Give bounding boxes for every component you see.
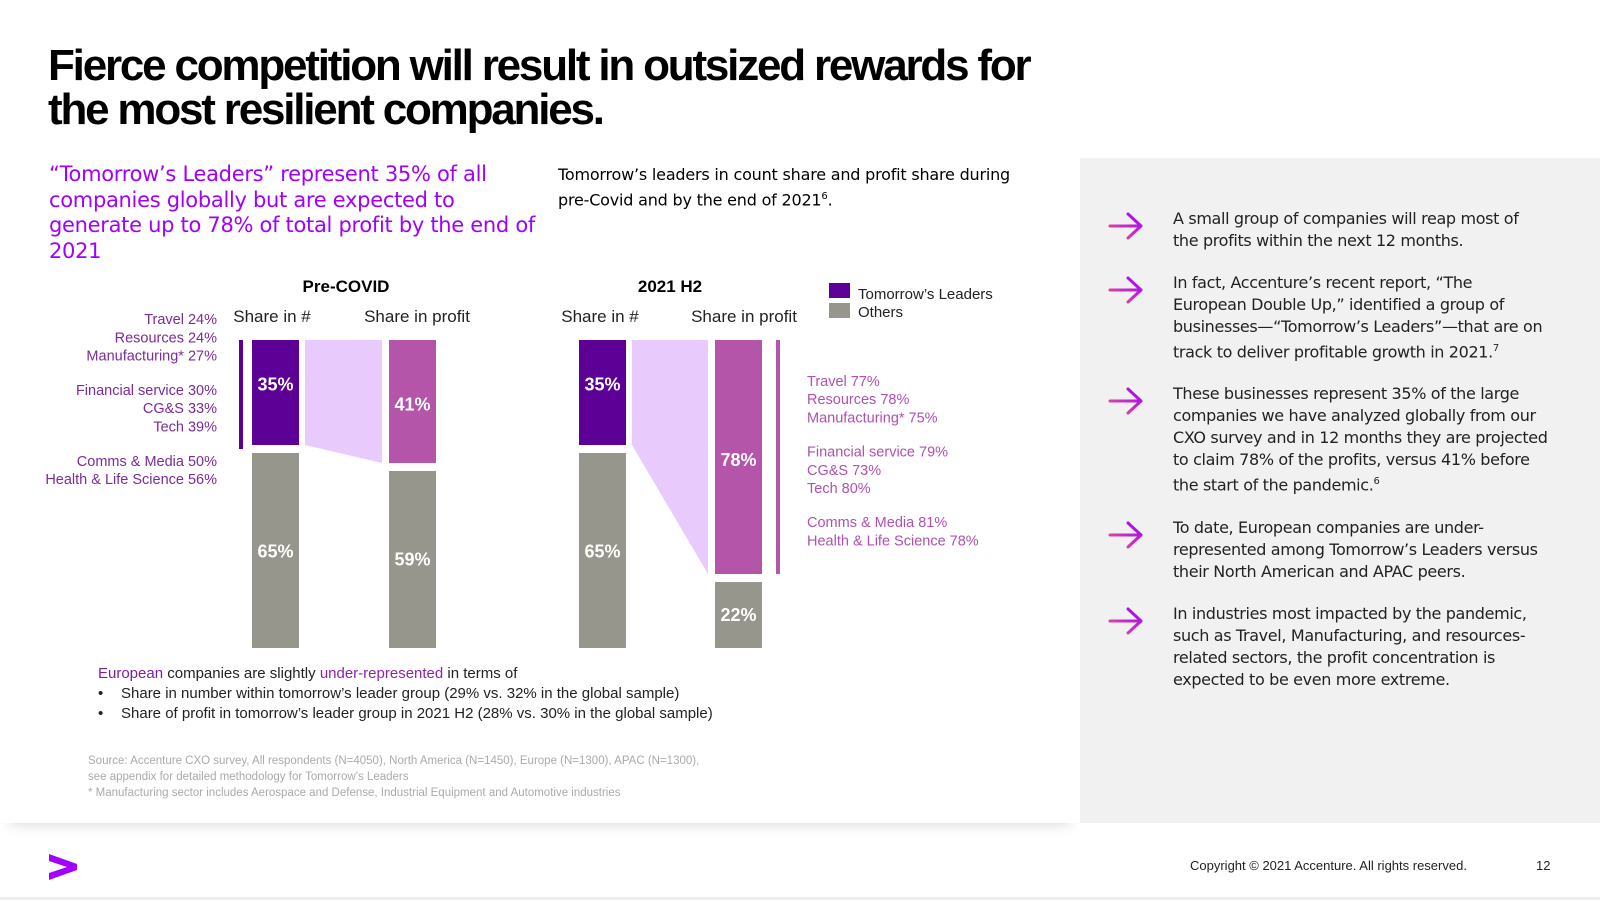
bar-label: 35% xyxy=(584,375,620,395)
bar-segment-others xyxy=(715,582,762,648)
key-point-text: These businesses represent 35% of the la… xyxy=(1173,384,1548,495)
bar-label: 41% xyxy=(394,395,430,415)
industry-label: Health & Life Science 56% xyxy=(45,472,217,488)
legend-swatch-others xyxy=(829,303,850,318)
category-label: Share in # xyxy=(561,307,639,326)
legend-label: Tomorrow’s Leaders xyxy=(858,286,993,303)
bar-segment-others xyxy=(389,471,436,648)
key-point-footnote: 7 xyxy=(1492,343,1499,354)
industry-label: Travel 77% xyxy=(807,374,880,390)
key-point-text: In fact, Accenture’s recent report, “The… xyxy=(1173,273,1543,362)
note-lead-end: in terms of xyxy=(443,665,518,682)
note-item: Share in number within tomorrow’s leader… xyxy=(98,684,818,704)
bar-segment-leaders xyxy=(389,340,436,463)
industry-label: Financial service 30% xyxy=(76,383,217,399)
industry-label: Comms & Media 81% xyxy=(807,515,947,531)
bar-label: 65% xyxy=(257,542,293,562)
europe-note: European companies are slightly under-re… xyxy=(98,664,818,724)
bar-segment-others xyxy=(252,453,299,648)
chart-caption-text: Tomorrow’s leaders in count share and pr… xyxy=(558,165,1011,210)
bar-label: 22% xyxy=(720,605,756,625)
category-label: Share in # xyxy=(233,307,311,326)
source-notes: Source: Accenture CXO survey, All respon… xyxy=(88,753,828,801)
key-points-list: A small group of companies will reap mos… xyxy=(1108,208,1548,711)
industry-label: Travel 24% xyxy=(144,312,217,328)
key-point-text: A small group of companies will reap mos… xyxy=(1173,209,1519,250)
right-arrow-icon xyxy=(1108,607,1143,635)
source-line: Source: Accenture CXO survey, All respon… xyxy=(88,755,700,767)
key-point: In industries most impacted by the pande… xyxy=(1108,603,1548,691)
bar-label: 59% xyxy=(394,550,430,570)
page-number: 12 xyxy=(1536,858,1551,873)
key-point: To date, European companies are under-re… xyxy=(1108,517,1548,583)
side-panel xyxy=(1080,158,1600,823)
chart-caption-footnote: 6 xyxy=(821,191,828,202)
industry-label: Resources 78% xyxy=(807,392,909,408)
source-line: * Manufacturing sector includes Aerospac… xyxy=(88,787,621,799)
industry-label: Manufacturing* 75% xyxy=(807,410,938,426)
group-title: Pre-COVID xyxy=(303,277,390,296)
bottom-rule xyxy=(0,897,1600,900)
chart-caption: Tomorrow’s leaders in count share and pr… xyxy=(558,164,1018,211)
industry-label: CG&S 73% xyxy=(807,463,881,479)
source-line: see appendix for detailed methodology fo… xyxy=(88,771,409,783)
group-title: 2021 H2 xyxy=(638,277,702,296)
industry-label: Tech 80% xyxy=(807,481,871,497)
key-point-text: In industries most impacted by the pande… xyxy=(1173,603,1527,689)
chart: Pre-COVID Share in # Share in profit 35% 65%… xyxy=(45,277,993,648)
industry-label: Financial service 79% xyxy=(807,445,948,461)
industry-label: Tech 39% xyxy=(153,420,217,436)
bar-label: 78% xyxy=(720,450,756,470)
key-point: A small group of companies will reap mos… xyxy=(1108,208,1548,252)
bar-segment-leaders xyxy=(579,340,626,445)
right-arrow-icon xyxy=(1108,276,1143,304)
category-label: Share in profit xyxy=(364,307,470,326)
industry-bracket xyxy=(776,340,780,574)
note-lead-text: companies are slightly xyxy=(163,665,320,682)
accenture-logo-icon xyxy=(49,854,77,880)
copyright: Copyright © 2021 Accenture. All rights r… xyxy=(1190,858,1467,873)
note-item: Share of profit in tomorrow’s leader gro… xyxy=(98,704,818,724)
legend-swatch-leaders xyxy=(829,283,850,298)
bar-label: 35% xyxy=(257,375,293,395)
note-highlight-underrepresented: under-represented xyxy=(319,665,444,682)
headline: “Tomorrow’s Leaders” represent 35% of al… xyxy=(49,162,535,263)
bar-segment-others xyxy=(579,453,626,648)
industry-bracket xyxy=(239,340,243,449)
industry-label: Manufacturing* 27% xyxy=(86,349,217,365)
industry-label: Comms & Media 50% xyxy=(77,454,217,470)
bar-label: 65% xyxy=(584,542,620,562)
bar-segment-leaders xyxy=(715,340,762,574)
category-label: Share in profit xyxy=(691,307,797,326)
key-point-footnote: 6 xyxy=(1373,476,1380,488)
key-point: These businesses represent 35% of the la… xyxy=(1108,383,1548,496)
page-title: Fierce competition will result in outsiz… xyxy=(48,41,1032,134)
key-point: In fact, Accenture’s recent report, “The… xyxy=(1108,272,1548,363)
note-list: Share in number within tomorrow’s leader… xyxy=(98,684,818,724)
right-arrow-icon xyxy=(1108,212,1143,240)
bar-segment-leaders xyxy=(252,340,299,445)
key-point-text: To date, European companies are under-re… xyxy=(1173,517,1538,581)
flow-connector xyxy=(305,340,382,463)
industry-label: Health & Life Science 78% xyxy=(807,533,979,549)
right-arrow-icon xyxy=(1108,387,1143,415)
legend-label: Others xyxy=(858,304,903,321)
industry-label: CG&S 33% xyxy=(143,401,217,417)
right-arrow-icon xyxy=(1108,521,1143,549)
note-highlight-european: European xyxy=(98,665,164,682)
chart-caption-suffix: . xyxy=(827,190,833,210)
industry-label: Resources 24% xyxy=(115,330,217,346)
flow-connector xyxy=(632,340,708,574)
note-lead: European companies are slightly under-re… xyxy=(98,664,818,684)
